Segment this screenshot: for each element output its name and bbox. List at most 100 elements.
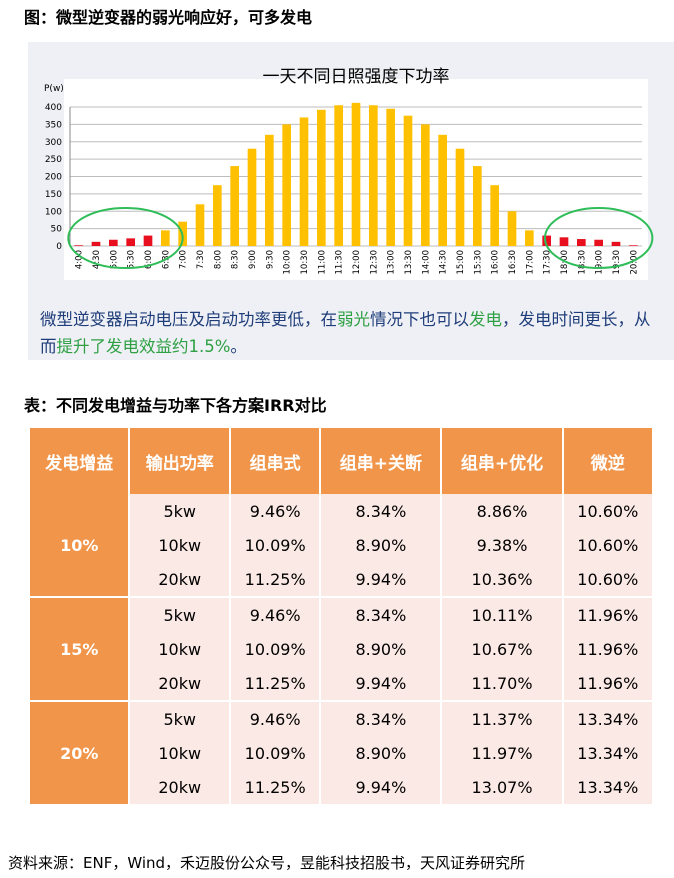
table-cell: 8.34% [321,700,441,736]
x-tick-label: 16:30 [508,250,518,275]
table-row: 10% 5kw 9.46% 8.34% 8.86% 10.60% [30,494,652,596]
x-tick-label: 20:00 [629,250,639,275]
table-cell: 10kw [130,528,229,562]
table-cell: 20kw [130,770,229,804]
table-cell: 8.90% [321,736,441,770]
table-cell: 11.25% [230,562,320,596]
bar [577,239,586,246]
bar [473,166,482,246]
table-cell: 9.94% [321,562,441,596]
x-tick-label: 11:00 [317,250,327,275]
header-power: 输出功率 [130,428,229,494]
x-tick-label: 12:00 [352,250,362,275]
header-string-optimizer: 组串+优化 [442,428,562,494]
y-tick-label: 150 [45,190,62,200]
table-row: 20kw 11.25% 9.94% 13.07% 13.34% [30,770,652,804]
table-cell: 8.34% [321,596,441,632]
note-text-4: 。 [230,337,247,356]
bar [629,245,638,246]
bar [282,124,291,246]
bar [230,166,239,246]
bar [455,148,465,246]
bar [351,102,361,246]
x-tick-label: 18:30 [577,250,587,275]
header-string-shutdown: 组串+关断 [321,428,441,494]
power-bar-chart: 一天不同日照强度下功率 P(w) 0 50 100 150 200 250 300 350 400 4… [44,67,654,280]
table-cell: 10.60% [563,528,652,562]
y-tick-label: 350 [45,120,62,130]
bar [611,241,621,246]
table-cell: 13.34% [563,770,652,804]
bar [490,185,499,246]
note-generate: 发电 [469,310,502,329]
bar [213,185,222,246]
bar [438,134,447,246]
table-cell: 8.86% [442,494,562,528]
table-row: 10kw 10.09% 8.90% 9.38% 10.60% [30,528,652,562]
table-cell: 10.09% [230,736,320,770]
bar [74,245,83,246]
table-cell: 5kw [130,700,229,736]
x-tick-label: 6:00 [144,250,154,269]
header-string: 组串式 [230,428,320,494]
table-cell: 5kw [130,494,229,528]
table-cell: 10.09% [230,528,320,562]
x-tick-label: 10:00 [283,250,293,275]
x-tick-label: 15:00 [456,250,466,275]
y-tick-label: 100 [45,207,62,217]
chart-panel: 一天不同日照强度下功率 P(w) 0 50 100 150 200 250 300 350 400 4… [28,42,674,360]
bar [91,241,101,246]
table-cell: 9.38% [442,528,562,562]
bar [403,115,413,246]
irr-comparison-table: 发电增益 输出功率 组串式 组串+关断 组串+优化 微逆 10% 5kw 9.46%… [28,428,654,804]
y-tick-label: 200 [45,173,62,183]
y-tick-label: 400 [45,103,62,113]
x-tick-label: 5:00 [109,250,119,269]
bar [369,105,378,246]
x-tick-label: 10:30 [300,250,310,275]
bar [525,230,534,246]
x-tick-label: 11:30 [335,250,345,275]
chart-note: 微型逆变器启动电压及启动功率更低，在弱光情况下也可以发电，发电时间更长，从而提升… [40,306,660,360]
highlight-ellipse-morning [67,207,184,269]
bar [559,237,569,246]
bar [317,109,326,246]
table-cell: 20kw [130,666,229,700]
gain-cell: 15% [30,596,129,700]
table-cell: 10.09% [230,632,320,666]
x-tick-label: 13:30 [404,250,414,275]
x-tick-label: 8:00 [213,250,223,269]
bar [507,211,517,246]
y-tick-label: 250 [45,155,62,165]
x-tick-label: 17:00 [525,250,535,275]
note-weak-light: 弱光 [337,310,370,329]
table-cell: 9.94% [321,770,441,804]
table-cell: 13.34% [563,736,652,770]
table-cell: 11.37% [442,700,562,736]
x-tick-label: 8:30 [231,250,241,269]
table-cell: 10.36% [442,562,562,596]
table-cell: 10.60% [563,562,652,596]
note-text-2: 情况下也可以 [370,310,469,329]
gain-cell: 10% [30,494,129,596]
bar [126,238,135,246]
header-micro-inverter: 微逆 [563,428,652,494]
table-cell: 11.25% [230,666,320,700]
bar [143,235,153,246]
table-cell: 10kw [130,736,229,770]
x-tick-label: 14:30 [439,250,449,275]
x-tick-label: 13:00 [387,250,397,275]
table-cell: 11.96% [563,632,652,666]
y-tick-label: 0 [56,242,62,252]
note-text-1: 微型逆变器启动电压及启动功率更低，在 [40,310,337,329]
header-gain: 发电增益 [30,428,129,494]
table-cell: 9.46% [230,700,320,736]
table-cell: 13.07% [442,770,562,804]
note-improve: 提升了发电效益约1.5% [56,337,231,356]
table-row: 20kw 11.25% 9.94% 10.36% 10.60% [30,562,652,596]
table-cell: 10.60% [563,494,652,528]
bar [265,134,274,246]
bar [109,239,118,246]
table-cell: 10.67% [442,632,562,666]
table-cell: 9.94% [321,666,441,700]
